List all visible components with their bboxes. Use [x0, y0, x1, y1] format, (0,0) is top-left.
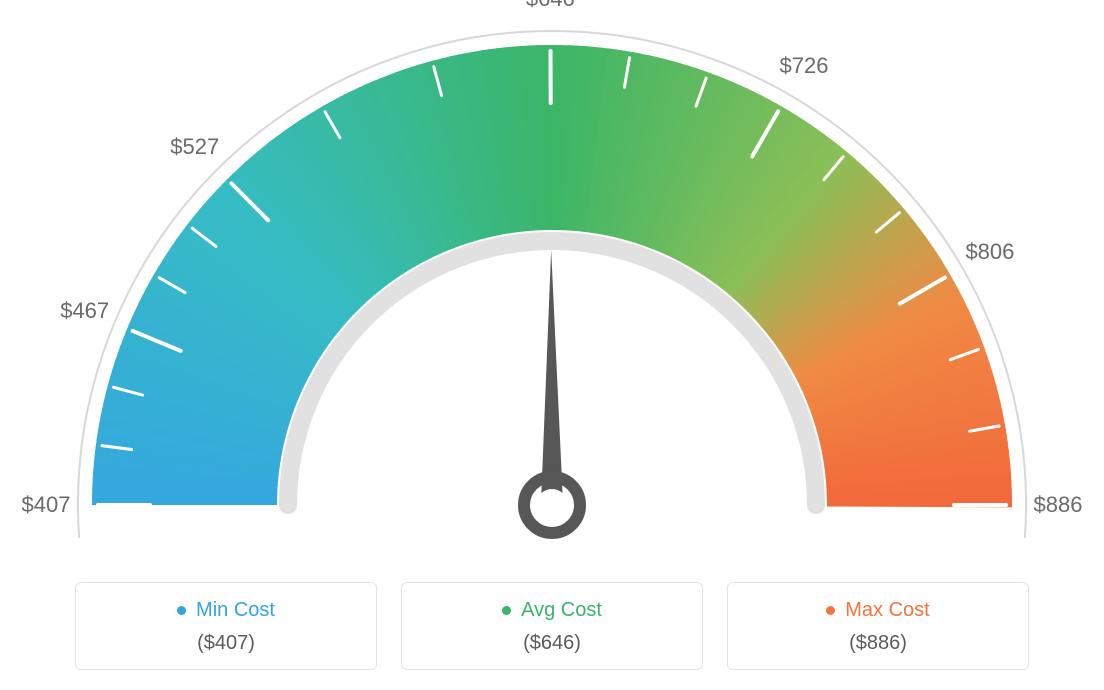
legend-title-max: Max Cost	[826, 599, 929, 622]
legend-value: ($407)	[76, 632, 376, 655]
gauge-tick-label: $527	[170, 134, 219, 160]
legend-row: Min Cost ($407) Avg Cost ($646) Max Cost…	[0, 582, 1104, 670]
legend-value: ($646)	[402, 632, 702, 655]
gauge-tick-label: $467	[60, 298, 109, 324]
legend-label: Avg Cost	[521, 599, 602, 622]
dot-icon	[826, 606, 835, 615]
legend-label: Max Cost	[845, 599, 929, 622]
cost-gauge: $407 $467 $527 $646 $726 $806 $886	[0, 0, 1104, 570]
legend-title-avg: Avg Cost	[502, 599, 602, 622]
gauge-tick-label: $726	[780, 53, 829, 79]
gauge-tick-label: $886	[1034, 492, 1083, 518]
gauge-tick-label: $407	[22, 492, 71, 518]
legend-title-min: Min Cost	[177, 599, 275, 622]
gauge-tick-label: $806	[965, 239, 1014, 265]
legend-value: ($886)	[728, 632, 1028, 655]
gauge-tick-label: $646	[526, 0, 575, 12]
dot-icon	[177, 606, 186, 615]
legend-card-max: Max Cost ($886)	[727, 582, 1029, 670]
legend-card-avg: Avg Cost ($646)	[401, 582, 703, 670]
gauge-svg	[0, 0, 1104, 570]
dot-icon	[502, 606, 511, 615]
legend-card-min: Min Cost ($407)	[75, 582, 377, 670]
legend-label: Min Cost	[196, 599, 275, 622]
